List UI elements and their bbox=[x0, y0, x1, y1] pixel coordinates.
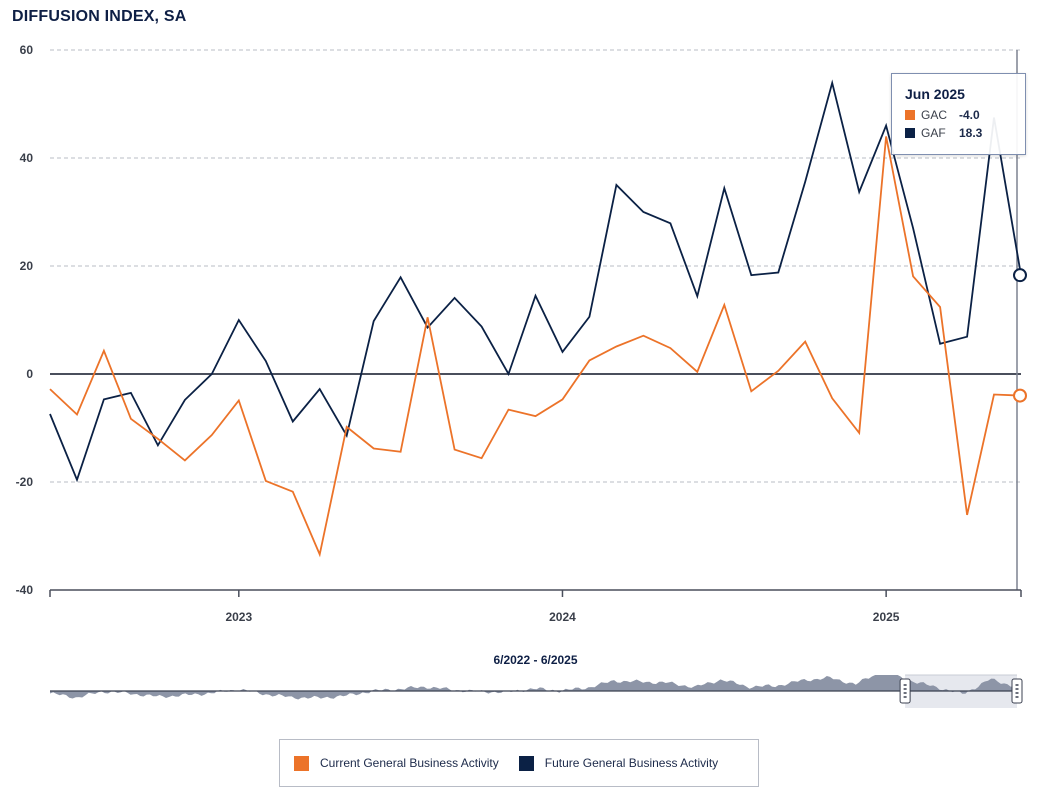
tooltip-row-gaf: GAF 18.3 bbox=[905, 124, 1013, 142]
grid-lines bbox=[50, 49, 1021, 590]
tooltip-row-gac: GAC -4.0 bbox=[905, 106, 1013, 124]
y-tick-label: -40 bbox=[16, 583, 34, 597]
chart-title: DIFFUSION INDEX, SA bbox=[12, 8, 187, 25]
legend-item-current[interactable]: Current General Business Activity bbox=[294, 755, 499, 771]
chart-legend: Current General Business Activity Future… bbox=[279, 739, 759, 787]
tooltip-series-name: GAF bbox=[921, 126, 946, 140]
navigator-area bbox=[50, 675, 1017, 700]
tooltip-series-value: 18.3 bbox=[959, 126, 983, 140]
series-lines[interactable] bbox=[49, 79, 1027, 558]
x-tick-label: 2025 bbox=[873, 610, 900, 624]
y-tick-label: 60 bbox=[20, 43, 34, 57]
tooltip-title: Jun 2025 bbox=[905, 86, 965, 102]
series-line-gaf[interactable] bbox=[49, 79, 1022, 483]
legend-swatch-future bbox=[518, 755, 534, 771]
chart-area[interactable]: 60 40 20 0 -20 -40 2023 2024 2025 6/2022 - 6/20… bbox=[0, 0, 1042, 720]
legend-item-future[interactable]: Future General Business Activity bbox=[518, 755, 719, 771]
gac-swatch bbox=[905, 110, 915, 120]
legend-label: Future General Business Activity bbox=[544, 756, 719, 770]
data-tooltip: Jun 2025 GAC -4.0 GAF 18.3 bbox=[891, 73, 1026, 155]
series-line-gac[interactable] bbox=[49, 136, 1022, 558]
y-tick-label: -20 bbox=[16, 475, 34, 489]
x-tick-label: 2024 bbox=[549, 610, 576, 624]
y-tick-label: 20 bbox=[20, 259, 34, 273]
y-tick-label: 40 bbox=[20, 151, 34, 165]
legend-label: Current General Business Activity bbox=[320, 756, 499, 770]
tooltip-series-value: -4.0 bbox=[959, 108, 980, 122]
y-axis: 60 40 20 0 -20 -40 bbox=[16, 43, 34, 597]
tooltip-series-name: GAC bbox=[921, 108, 948, 122]
y-tick-label: 0 bbox=[26, 367, 33, 381]
navigator-handle-right[interactable] bbox=[1011, 678, 1023, 704]
gaf-swatch bbox=[905, 128, 915, 138]
navigator-handle-left[interactable] bbox=[899, 678, 911, 704]
legend-swatch-current bbox=[294, 755, 309, 771]
point-marker-gac[interactable] bbox=[1013, 388, 1027, 403]
range-navigator[interactable]: 6/2022 - 6/2025 bbox=[50, 653, 1023, 708]
range-label: 6/2022 - 6/2025 bbox=[493, 653, 577, 667]
handle-body[interactable] bbox=[1011, 678, 1023, 704]
handle-body[interactable] bbox=[899, 678, 911, 704]
x-axis: 2023 2024 2025 bbox=[49, 589, 1022, 624]
x-tick-label: 2023 bbox=[225, 610, 252, 624]
point-marker-gaf[interactable] bbox=[1013, 268, 1027, 283]
